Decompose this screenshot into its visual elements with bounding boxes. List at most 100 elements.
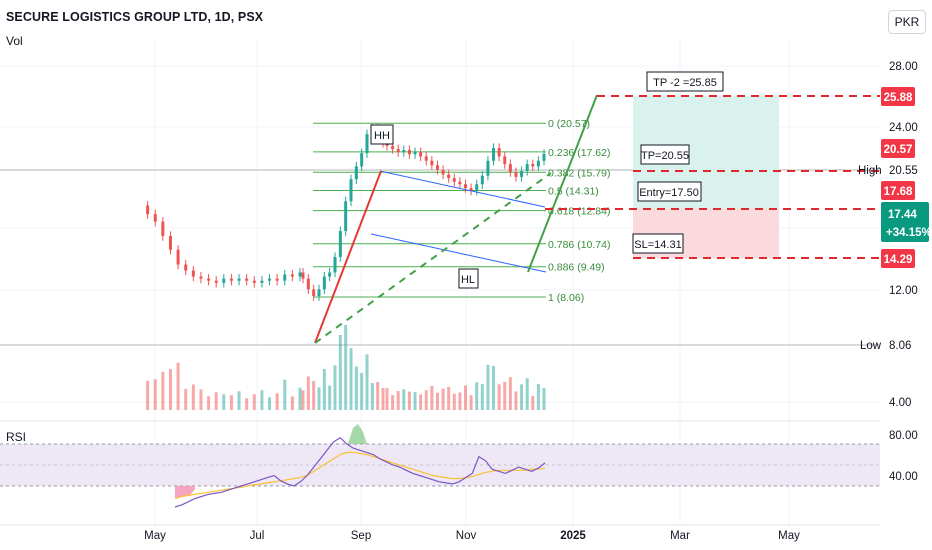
candle-body [229,278,233,281]
price-tick: 12.00 [889,285,918,297]
currency-button[interactable]: PKR [888,10,926,34]
current-price-badge: 17.44 +34.15% [881,202,932,242]
volume-bar [214,392,218,410]
volume-bar [312,381,316,410]
candle-body [536,160,540,167]
price-tick: 24.00 [889,122,918,134]
candle-body [486,160,490,176]
volume-bar [317,387,321,410]
volume-bar [328,385,332,410]
time-tick: 2025 [560,530,586,542]
candle-body [222,278,226,283]
candle-body [306,278,310,290]
volume-bar [191,384,195,410]
volume-bar [469,395,473,410]
candle-body [317,289,321,297]
symbol-title[interactable]: SECURE LOGISTICS GROUP LTD, 1D, PSX [6,10,264,24]
candle-body [283,274,287,281]
candle-body [260,280,264,283]
candle-body [492,147,496,161]
fib-retracement: 0 (20.57) 0.236 (17.62) 0.382 (15.79) 0.5 (… [313,118,610,304]
rsi-tick: 40.00 [889,471,918,483]
price-tick: 8.06 [889,340,911,352]
candle-body [312,289,316,297]
candle-body [542,153,546,161]
volume-bar [525,378,529,410]
volume-bar [531,395,535,410]
volume-bar [402,389,406,410]
volume-bar [441,388,445,410]
candle-body [153,214,157,222]
candle-body [290,274,294,277]
candle-body [391,145,395,149]
annotation-entry: Entry=17.50 [637,181,702,202]
candle-body [497,147,501,157]
candle-body [441,169,445,175]
volume-bar [283,379,287,410]
rsi-label[interactable]: RSI [6,430,27,444]
candle-body [413,152,417,155]
candle-body [520,170,524,177]
price-tick: 4.00 [889,397,911,409]
descending-channel [370,170,547,273]
high-label: High [858,165,882,177]
candle-body [503,156,507,165]
volume-bar [370,383,374,410]
candle-body [525,164,529,171]
volume-label[interactable]: Vol [6,34,23,48]
volume-bar [338,335,342,410]
volume-bar [260,390,264,410]
hl-label: HL [461,274,475,286]
candle-body [207,278,211,281]
volume-bars [146,325,546,410]
candles [146,123,546,301]
badge-25-88: 25.88 [884,92,913,104]
rsi-overbought-fill [348,424,367,444]
candle-body [237,278,241,281]
volume-bar [452,393,456,410]
time-tick: Nov [456,530,477,542]
badge-17-68: 17.68 [884,186,913,198]
volume-bar [447,386,451,410]
volume-bar [497,384,501,410]
candle-body [458,181,462,185]
volume-bar [168,369,172,410]
volume-bar [419,394,423,410]
annotation-tp2: TP -2 =25.85 [646,71,724,92]
volume-bar [301,390,305,410]
price-tick: 20.55 [889,165,918,177]
volume-bar [508,377,512,410]
last-price: 17.44 [888,209,917,221]
volume-bar [245,398,249,410]
candle-body [469,188,473,191]
candle-body [508,164,512,173]
volume-bar [199,389,203,410]
volume-bar [458,392,462,410]
rsi-tick: 80.00 [889,430,918,442]
dashed-levels [545,95,880,259]
candle-body [419,152,423,157]
volume-bar [268,397,272,410]
time-tick: May [778,530,800,542]
badge-20-57: 20.57 [884,144,913,156]
volume-bar [275,393,279,410]
candle-body [275,278,279,281]
candle-body [365,134,369,154]
candle-body [161,221,165,236]
badge-14-29: 14.29 [884,254,913,266]
fib-label: 0.5 (14.31) [548,186,599,198]
volume-bar [349,348,353,410]
candle-body [514,172,518,177]
volume-bar [354,366,358,410]
volume-bar [298,387,302,410]
volume-bar [365,354,369,410]
candle-body [349,179,353,202]
price-axis: 28.00 24.00 20.55 12.00 8.06 4.00 80.00 … [889,61,918,483]
volume-bar [306,376,310,410]
tp-label: TP=20.55 [641,150,689,162]
hh-label: HH [374,130,390,142]
volume-bar [360,373,364,410]
green-projection-line [527,94,598,273]
time-tick: May [144,530,166,542]
